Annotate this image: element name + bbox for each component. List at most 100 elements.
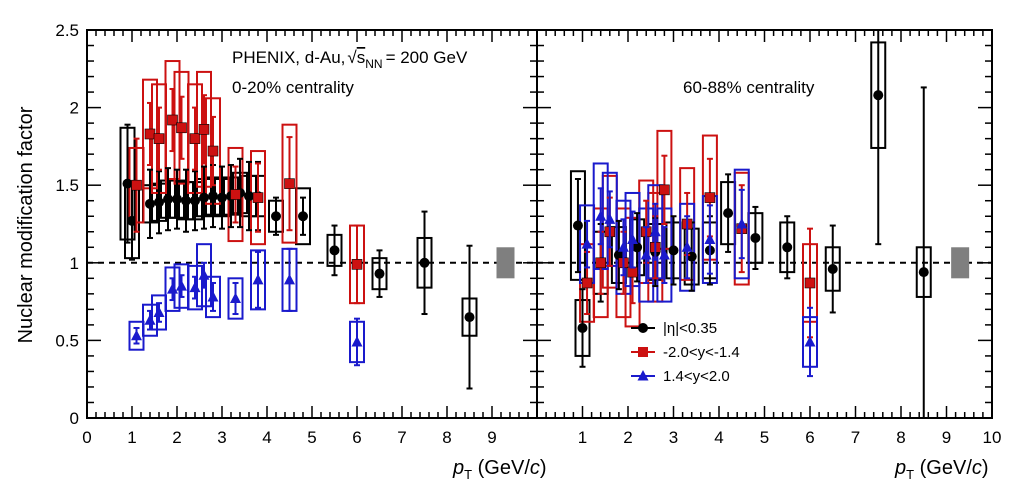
data-point-triangle — [153, 306, 165, 317]
data-point-circle — [145, 198, 155, 209]
data-point-triangle — [252, 273, 264, 285]
systematic-box — [142, 303, 158, 337]
x-tick-label: 10 — [983, 428, 1002, 447]
data-point-triangle — [198, 269, 210, 280]
data-point-triangle — [595, 210, 607, 221]
systematic-box — [151, 294, 167, 331]
header-value: = 200 GeV — [386, 48, 468, 67]
data-point-triangle — [167, 283, 178, 294]
y-tick-label: 0.5 — [55, 331, 79, 350]
data-point-circle — [298, 211, 308, 222]
data-point-triangle — [736, 218, 748, 229]
data-point-square — [627, 266, 638, 278]
data-point-square — [595, 257, 607, 269]
xlabel-close: ) — [540, 457, 547, 479]
data-point-circle — [190, 195, 200, 206]
x-tick-label: 2 — [623, 428, 632, 447]
data-point-circle — [374, 268, 385, 279]
left-x-axis-label: pT (GeV/c) — [452, 457, 547, 482]
data-point-square — [131, 179, 142, 191]
legend-label: -2.0<y<-1.4 — [663, 344, 740, 361]
x-tick-label: 1 — [578, 428, 587, 447]
x-tick-label: 5 — [307, 428, 316, 447]
right-panel: 1 2 3 4 5 6 7 8 9 10 60-88% centrality |η|<0.35 -2… — [536, 29, 1002, 447]
data-point-square — [252, 192, 264, 203]
data-point-square — [207, 145, 219, 157]
data-point-circle — [244, 191, 254, 202]
data-point-circle — [918, 267, 929, 278]
data-point-circle — [163, 194, 173, 205]
x-tick-label: 4 — [714, 428, 723, 447]
data-point-circle — [127, 215, 137, 226]
xlabel-sub: T — [464, 467, 472, 482]
systematic-box — [205, 275, 221, 319]
global-uncertainty-box — [496, 247, 515, 279]
x-tick-label: 3 — [669, 428, 678, 447]
data-point-triangle — [704, 233, 716, 245]
x-tick-label: 6 — [805, 428, 814, 447]
data-point-triangle — [131, 329, 142, 341]
y-tick-label: 1.5 — [55, 176, 79, 195]
header-annotation: PHENIX, d-Au, √sNN = 200 GeV — [232, 48, 468, 71]
data-point-triangle — [604, 213, 616, 224]
right-data-layer — [537, 29, 992, 419]
xlabel-c: c — [530, 457, 540, 479]
systematic-box — [164, 60, 181, 180]
left-panel: 0 1 2 3 4 5 6 7 8 9 0 0.5 1 1.5 2 2.5 PHENIX, d-Au, √sNN… — [55, 21, 538, 447]
right-axis-ticks: 1 2 3 4 5 6 7 8 9 10 — [536, 29, 1002, 447]
legend-marker-circle — [638, 323, 648, 333]
data-point-circle — [572, 220, 583, 231]
data-point-triangle — [640, 249, 652, 260]
data-point-triangle — [144, 314, 156, 325]
systematic-box — [227, 277, 244, 320]
left-data-layer — [87, 60, 537, 390]
data-point-circle — [172, 194, 182, 205]
right-x-axis-label: pT (GeV/c) — [894, 457, 989, 482]
legend-marker-triangle — [637, 370, 649, 381]
data-point-square — [351, 259, 363, 270]
xlabel-c: c — [972, 457, 982, 479]
data-point-square — [189, 133, 201, 144]
xlabel-sub: T — [906, 467, 914, 482]
left-axis-ticks: 0 1 2 3 4 5 6 7 8 9 0 0.5 1 1.5 2 2.5 — [55, 21, 538, 447]
x-tick-label: 2 — [172, 428, 181, 447]
xlabel-unit: (GeV/ — [914, 457, 972, 479]
x-tick-label: 4 — [262, 428, 271, 447]
data-point-triangle — [189, 281, 201, 293]
data-point-square — [230, 189, 241, 200]
data-point-circle — [329, 245, 340, 256]
data-point-triangle — [617, 241, 629, 252]
x-tick-label: 7 — [397, 428, 406, 447]
data-point-triangle — [230, 292, 241, 303]
data-point-triangle — [351, 335, 363, 347]
systematic-box — [569, 170, 586, 281]
y-tick-label: 1 — [70, 254, 79, 273]
data-point-square — [659, 184, 670, 196]
systematic-box — [196, 243, 212, 308]
data-point-square — [804, 277, 816, 289]
data-point-square — [704, 192, 716, 203]
data-point-circle — [208, 191, 218, 202]
y-tick-label: 0 — [70, 409, 79, 428]
xlabel-p: p — [452, 457, 464, 479]
xlabel-p: p — [894, 457, 906, 479]
data-point-square — [284, 178, 295, 189]
data-point-circle — [464, 312, 475, 323]
data-point-circle — [181, 195, 191, 206]
xlabel-unit: (GeV/ — [472, 457, 530, 479]
data-point-circle — [271, 211, 281, 222]
header-s: s — [357, 48, 366, 67]
data-point-circle — [668, 245, 679, 256]
data-point-triangle — [627, 233, 639, 245]
data-point-circle — [199, 192, 209, 203]
data-point-triangle — [581, 238, 593, 249]
data-point-square — [167, 114, 178, 126]
data-point-square — [176, 122, 187, 134]
x-tick-label: 6 — [352, 428, 361, 447]
data-point-triangle — [207, 290, 219, 302]
x-tick-label: 7 — [851, 428, 860, 447]
x-tick-label: 8 — [896, 428, 905, 447]
x-tick-label: 9 — [942, 428, 951, 447]
legend-label: |η|<0.35 — [663, 320, 717, 337]
